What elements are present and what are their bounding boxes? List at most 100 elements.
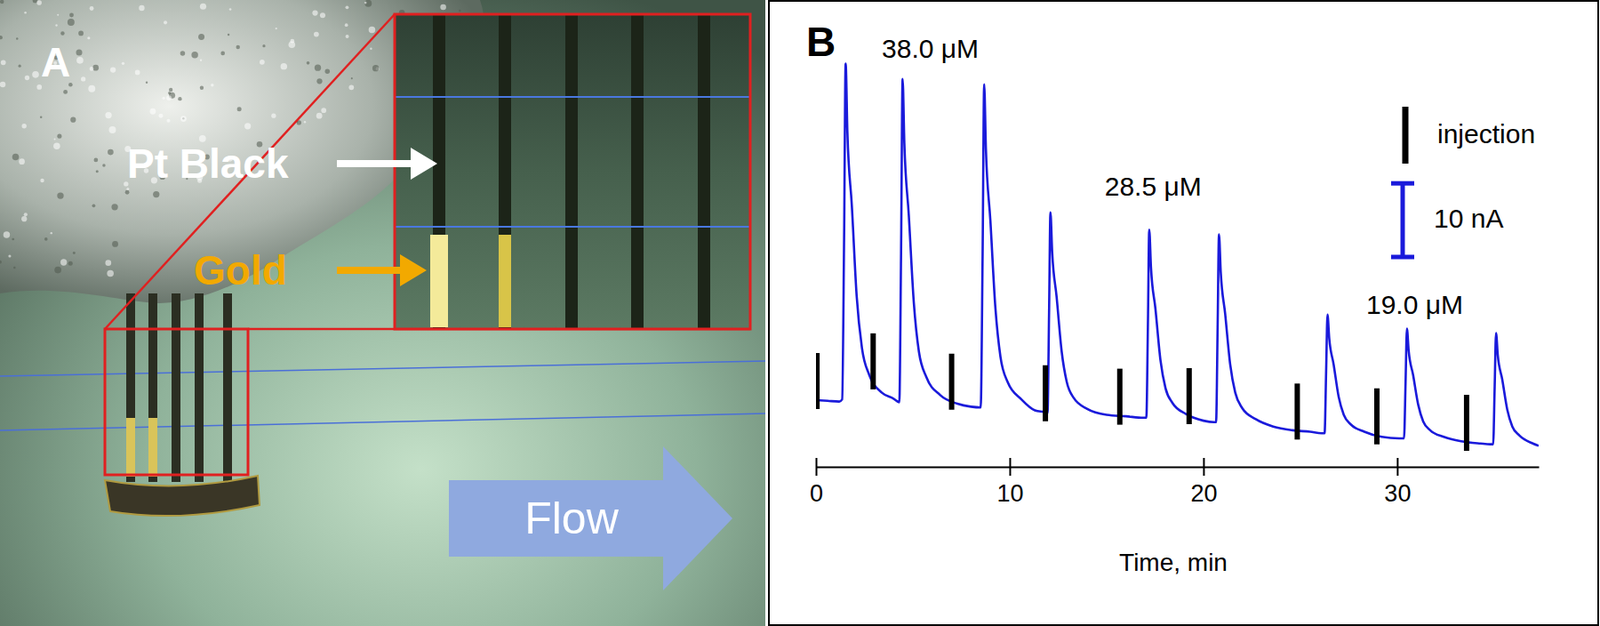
tissue-speckles bbox=[0, 0, 462, 277]
speckle bbox=[364, 0, 372, 8]
speckle bbox=[440, 4, 447, 11]
speckle bbox=[304, 120, 306, 123]
speckle bbox=[259, 59, 265, 65]
speckle bbox=[21, 216, 27, 222]
speckle bbox=[87, 36, 90, 40]
x-tick: 0 bbox=[809, 457, 824, 507]
speckle bbox=[50, 232, 53, 234]
injection-marker bbox=[870, 333, 876, 390]
pt-black-label: Pt Black bbox=[127, 140, 289, 187]
speckle bbox=[306, 61, 311, 65]
speckle bbox=[92, 203, 96, 208]
injection-marker bbox=[1186, 368, 1192, 424]
photo-background bbox=[0, 0, 766, 626]
figure: APt BlackGoldFlowB0102030Time, min38.0 μ… bbox=[0, 0, 1600, 626]
injection-marker bbox=[1464, 394, 1470, 451]
injection-marker bbox=[1294, 383, 1300, 440]
x-tick: 30 bbox=[1384, 457, 1411, 507]
tick-mark bbox=[1396, 457, 1399, 476]
speckle bbox=[24, 11, 27, 15]
speckle bbox=[262, 44, 265, 48]
speckle bbox=[36, 0, 42, 6]
speckle bbox=[13, 266, 16, 270]
speckle bbox=[236, 45, 240, 49]
speckle bbox=[89, 66, 95, 72]
scale-bar bbox=[1391, 183, 1415, 257]
speckle bbox=[369, 48, 372, 50]
speckle bbox=[158, 113, 163, 119]
speckle bbox=[0, 260, 2, 264]
speckle bbox=[364, 1, 368, 5]
speckle bbox=[56, 192, 64, 199]
concentration-label: 28.5 μM bbox=[1104, 171, 1202, 201]
panel-a: APt BlackGoldFlow bbox=[0, 0, 766, 626]
speckle bbox=[372, 64, 379, 72]
scale-bar-cap bbox=[1391, 181, 1415, 186]
speckle bbox=[135, 70, 141, 76]
speckle bbox=[177, 96, 182, 101]
speckle bbox=[112, 240, 119, 248]
x-axis-title: Time, min bbox=[1119, 548, 1228, 576]
speckle bbox=[80, 76, 86, 81]
legend-injection-symbol bbox=[1402, 106, 1409, 164]
speckle bbox=[145, 81, 148, 84]
speckle bbox=[67, 18, 75, 26]
speckle bbox=[72, 251, 76, 255]
speckle bbox=[24, 212, 28, 216]
speckle bbox=[229, 8, 232, 11]
x-tick: 20 bbox=[1190, 457, 1217, 507]
electrode bbox=[194, 293, 204, 482]
scale-bar-cap bbox=[1391, 255, 1415, 260]
speckle bbox=[0, 59, 7, 65]
speckle bbox=[88, 85, 96, 93]
gold-label: Gold bbox=[193, 247, 288, 294]
speckle bbox=[167, 119, 171, 123]
zoom-box bbox=[104, 328, 248, 475]
inset-frame bbox=[394, 14, 751, 329]
speckle bbox=[325, 69, 331, 75]
speckle bbox=[163, 20, 168, 24]
inset-background bbox=[394, 14, 751, 329]
speckle bbox=[168, 88, 173, 92]
speckle bbox=[44, 237, 48, 241]
speckle bbox=[78, 31, 84, 37]
speckle bbox=[40, 178, 44, 183]
speckle bbox=[344, 23, 349, 27]
speckle bbox=[200, 86, 204, 90]
speckle bbox=[138, 5, 144, 11]
speckle bbox=[53, 142, 61, 150]
inset-electrode bbox=[498, 14, 512, 329]
speckle bbox=[56, 14, 59, 16]
panel-label: A bbox=[40, 39, 71, 86]
speckle bbox=[275, 27, 278, 30]
inset-channel-line bbox=[394, 96, 751, 98]
panel-frame bbox=[768, 0, 1599, 625]
speckle bbox=[210, 83, 215, 88]
speckle bbox=[316, 112, 323, 120]
tick-label: 30 bbox=[1384, 480, 1411, 507]
speckle bbox=[166, 95, 172, 101]
speckle bbox=[89, 6, 95, 11]
speckle bbox=[244, 122, 251, 129]
inset-electrode bbox=[565, 14, 578, 329]
electrode bbox=[126, 293, 136, 482]
tick-mark bbox=[1008, 457, 1011, 476]
speckle bbox=[314, 64, 321, 72]
speckle bbox=[458, 9, 462, 13]
electrode bbox=[148, 293, 158, 482]
speckle bbox=[102, 163, 106, 168]
speckle bbox=[96, 169, 99, 173]
speckle bbox=[12, 153, 20, 161]
speckle bbox=[18, 64, 22, 68]
inset-electrode bbox=[697, 14, 711, 329]
speckle bbox=[92, 64, 99, 72]
speckle bbox=[368, 26, 376, 34]
speckle bbox=[69, 13, 74, 18]
x-tick: 10 bbox=[996, 457, 1024, 507]
speckle bbox=[106, 270, 114, 278]
speckle bbox=[54, 138, 56, 141]
speckle bbox=[345, 5, 350, 9]
speckle bbox=[180, 50, 186, 56]
electrode bbox=[171, 293, 181, 482]
speckle bbox=[104, 112, 112, 119]
